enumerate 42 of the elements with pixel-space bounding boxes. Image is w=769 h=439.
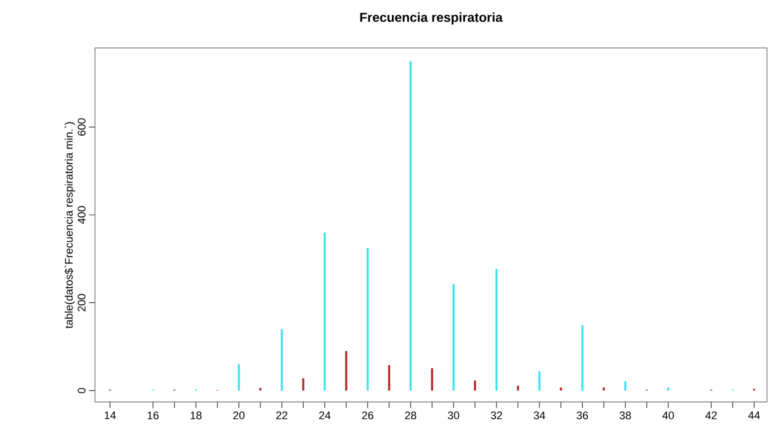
bar — [624, 381, 626, 391]
x-tick-label: 38 — [620, 412, 631, 420]
bar — [538, 371, 540, 391]
bar — [560, 387, 562, 391]
chart-title: Frecuencia respiratoria — [360, 12, 503, 24]
x-tick-label: 28 — [405, 412, 416, 420]
bar — [324, 232, 326, 391]
bar — [581, 325, 584, 391]
x-tick-label: 26 — [362, 412, 374, 420]
x-tick-label: 22 — [276, 412, 288, 420]
y-axis-title: table(datos$`Frecuencia respiratoria min.`) — [64, 122, 75, 328]
x-tick-label: 44 — [748, 412, 760, 420]
x-tick-label: 32 — [490, 412, 502, 420]
bar — [302, 378, 304, 391]
bar — [452, 284, 455, 391]
x-tick-label: 36 — [576, 412, 588, 420]
bar — [388, 365, 390, 391]
x-tick-label: 20 — [233, 412, 245, 420]
bar — [366, 248, 369, 391]
bar — [474, 380, 476, 391]
bar — [431, 368, 434, 391]
bar — [238, 364, 240, 391]
x-tick-label: 18 — [190, 412, 202, 420]
bar — [495, 268, 498, 391]
bar — [345, 351, 348, 391]
bar — [667, 387, 670, 391]
y-tick-label: 400 — [78, 206, 86, 224]
y-tick-label: 600 — [78, 118, 86, 136]
x-tick-label: 30 — [448, 412, 460, 420]
x-tick-label: 24 — [319, 412, 330, 420]
y-tick-label: 0 — [78, 388, 86, 394]
x-tick-label: 34 — [534, 412, 546, 420]
x-tick-label: 42 — [705, 412, 717, 420]
x-tick-label: 14 — [104, 412, 116, 420]
bar — [410, 61, 412, 391]
bar — [602, 387, 605, 391]
bar — [516, 386, 519, 391]
bar — [280, 329, 283, 391]
x-tick-label: 16 — [148, 412, 159, 420]
y-tick-label: 200 — [78, 294, 86, 312]
x-tick-label: 40 — [662, 412, 674, 420]
bar — [259, 388, 262, 391]
